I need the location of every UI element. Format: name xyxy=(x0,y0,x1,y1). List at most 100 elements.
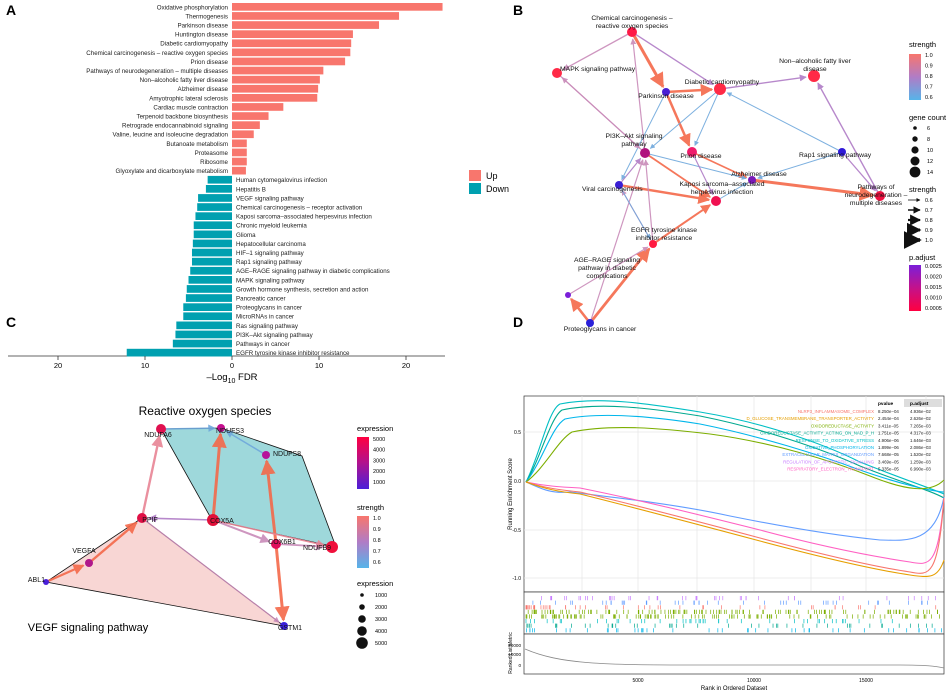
pvalue-cell: 2.454e−04 xyxy=(878,416,899,421)
bar-category-label: Pathways of neurodegeneration – multiple… xyxy=(86,68,228,75)
network-node xyxy=(875,191,885,201)
gene-node xyxy=(217,424,225,432)
y-axis-title: Running Enrichment Score xyxy=(508,457,514,529)
legend-title: expression xyxy=(357,579,393,588)
ros-hull xyxy=(160,427,337,548)
bar-category-label: Amyotrophic lateral sclerosis xyxy=(149,95,228,102)
size-legend-label: 5000 xyxy=(375,641,387,647)
network-edge xyxy=(562,31,633,71)
gene-count-legend: 6 8 10 12 14 xyxy=(909,126,933,178)
network-node xyxy=(649,240,657,248)
gene-node xyxy=(43,579,49,585)
bar-category-label: Terpenoid backbone biosynthesis xyxy=(137,114,229,121)
bar-category-label: Alzheimer disease xyxy=(177,86,228,93)
network-node xyxy=(748,176,756,184)
x-axis-title: –Log10 FDR xyxy=(206,372,257,385)
gene-node xyxy=(156,424,166,434)
y-tick-label: -0.5 xyxy=(512,528,521,534)
gene-set-name: D_GLUCOSE_TRANSMEMBRANE_TRANSPORTER_ACTI… xyxy=(746,416,874,421)
legend-label-up: Up xyxy=(486,171,498,181)
network-node xyxy=(687,147,697,157)
node-labels-group: Chemical carcinogenesis – reactive oxygen… xyxy=(560,15,908,333)
bar xyxy=(172,339,232,348)
table-header-bg xyxy=(904,399,942,407)
size-legend-label: 8 xyxy=(927,137,930,143)
bar xyxy=(232,21,380,29)
bar-category-label: Pancreatic cancer xyxy=(236,296,286,303)
colorbar-tick-label: 0.0005 xyxy=(925,306,942,312)
metric-axis-title: Ranked List Metric xyxy=(508,632,514,674)
colorbar-tick-label: 0.6 xyxy=(925,95,933,101)
network-edge xyxy=(691,151,748,179)
colorbar-tick-label: 0.0010 xyxy=(925,296,942,302)
bar xyxy=(232,30,353,38)
network-edge xyxy=(643,159,654,245)
gene-set-name: EXTRACELLULAR_MATRIX_ORGANIZATION xyxy=(782,452,874,457)
gene-label: NDUFB9 xyxy=(303,545,331,552)
node-label: AGE–RAGE signaling pathway in diabetic com… xyxy=(574,257,640,280)
network-node xyxy=(552,68,562,78)
network-edge xyxy=(275,541,325,551)
pvalue-cell: 4.906e−06 xyxy=(878,438,899,443)
x-tick-label: 10 xyxy=(141,361,149,370)
bar xyxy=(232,75,320,84)
es-curve xyxy=(525,400,945,495)
node-label: Parkinson disease xyxy=(638,93,694,100)
strength-width-legend: 0.6 0.7 0.8 0.9 1.0 xyxy=(903,198,933,249)
es-curves xyxy=(525,400,945,578)
gene-set-name: RESPIRATORY_ELECTRON_TRANSPORT xyxy=(787,467,874,472)
network-edge xyxy=(88,521,138,564)
node-label: MAPK signaling pathway xyxy=(560,66,636,73)
legend-title: strength xyxy=(357,503,384,512)
bar xyxy=(232,57,346,66)
network-edge xyxy=(715,182,748,202)
node-label: Proteoglycans in cancer xyxy=(564,326,637,333)
x-tick-label: 10000 xyxy=(747,678,761,684)
bar xyxy=(191,248,232,257)
colorbar-tick-label: 0.7 xyxy=(373,549,381,555)
panel-a-bar-chart: A Oxidative phosphorylation Thermogenesis… xyxy=(6,2,509,385)
network-edge xyxy=(589,159,645,324)
bar xyxy=(193,221,232,230)
bar-category-label: Proteoglycans in cancer xyxy=(236,305,302,312)
gene-set-name: OXIDOREDUCTASE_ACTIVITY_ACTING_ON_NAD_P_… xyxy=(760,431,874,436)
network-edge xyxy=(817,82,881,197)
padjust-cell: 6.990e−03 xyxy=(910,467,931,472)
gene-label: NDUFS3 xyxy=(216,428,244,435)
width-legend-label: 0.7 xyxy=(925,208,933,214)
bar-category-label: Prion disease xyxy=(191,59,229,66)
x-tick-label: 15000 xyxy=(859,678,873,684)
network-edge xyxy=(691,151,714,196)
metric-frame xyxy=(523,633,945,675)
network-edge xyxy=(260,459,278,545)
y-ticks: 0.5 0.0 -0.5 -1.0 xyxy=(512,430,521,582)
node-label: EGFR tyrosine kinase inhibitor resistance xyxy=(631,227,697,242)
bar xyxy=(232,66,324,75)
network-edge xyxy=(160,424,216,432)
strength-colorbar xyxy=(909,54,921,100)
gene-node xyxy=(137,513,147,523)
bar-category-label: Diabetic cardiomyopathy xyxy=(160,41,229,48)
es-curve xyxy=(525,481,945,578)
network-edge xyxy=(644,152,711,198)
legend-title: p.adjust xyxy=(909,253,936,262)
metric-ticks: 20000 10000 0 xyxy=(508,643,521,668)
padjust-cell: 1.646e−03 xyxy=(910,438,931,443)
network-node xyxy=(565,292,571,298)
padjust-cell: 2.626e−02 xyxy=(910,416,931,421)
bar xyxy=(186,285,232,293)
table-header-pvalue: pvalue xyxy=(878,401,894,407)
bar-category-label: MAPK signaling pathway xyxy=(236,277,305,284)
bar-category-label: Thermogenesis xyxy=(185,13,228,20)
bar-category-label: Ras signaling pathway xyxy=(236,323,299,330)
bar xyxy=(183,312,232,321)
network-node xyxy=(711,196,721,206)
network-edge xyxy=(621,91,667,181)
colorbar-tick-label: 4000 xyxy=(373,448,385,454)
gene-label: VEGFA xyxy=(72,548,96,555)
size-legend-dot xyxy=(358,615,366,623)
bar-category-label: Kaposi sarcoma–associated herpesvirus in… xyxy=(236,214,372,221)
network-edge xyxy=(644,152,747,180)
width-legend-label: 0.9 xyxy=(925,228,933,234)
